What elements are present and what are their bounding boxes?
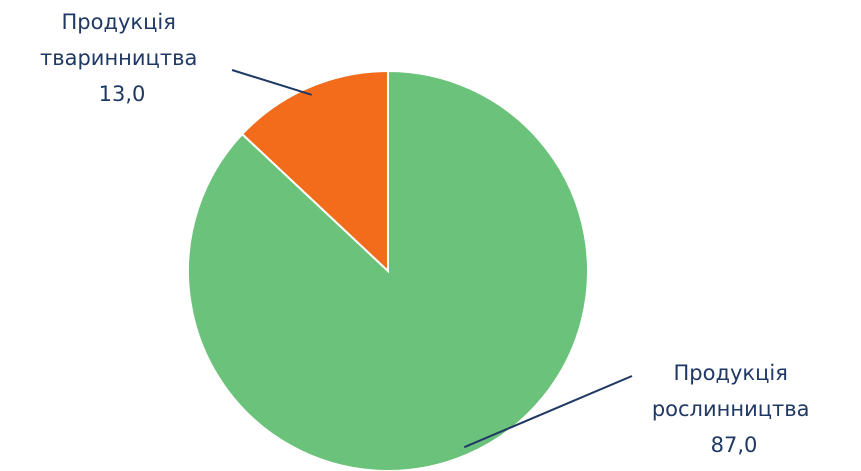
slice-label-line: Продукція (673, 361, 787, 385)
slice-label-animal-products: Продукція тваринництва 13,0 (40, 10, 204, 106)
leader-lines (231, 69, 633, 449)
slice-label-line: Продукція (61, 10, 175, 34)
pie-slice-plant-products (187, 69, 589, 471)
leader-line (463, 375, 633, 449)
slice-label-line: рослинництва (652, 397, 810, 421)
slice-value-label: 87,0 (711, 433, 758, 457)
slice-value-label: 13,0 (99, 82, 146, 106)
slice-label-plant-products: Продукція рослинництва 87,0 (652, 361, 816, 457)
pie-slice-animal-products (240, 69, 389, 274)
leader-line (231, 69, 313, 96)
slice-label-line: тваринництва (40, 46, 197, 70)
pie-slices (187, 69, 589, 471)
